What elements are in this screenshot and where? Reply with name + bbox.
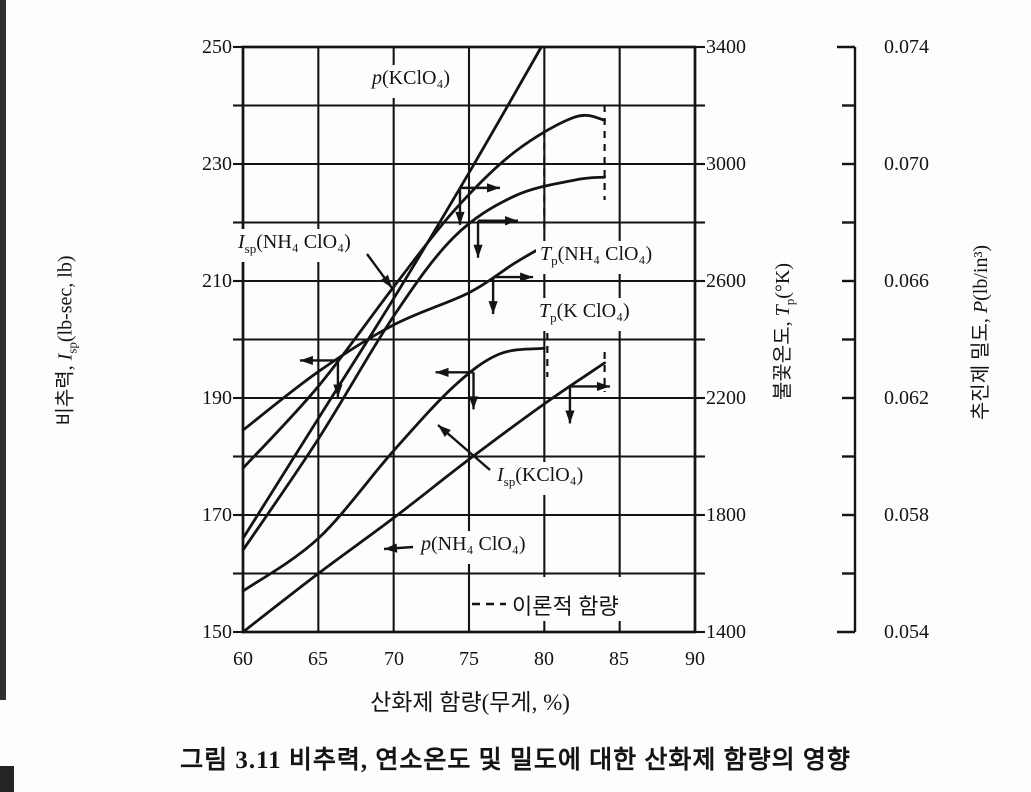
legend-theoretical-content-label: 이론적 함량 (512, 594, 619, 619)
curve-label-isp-kclo4: Isp(KClO₄) (493, 462, 588, 495)
curve-label-p-nh4clo4: p(NH₄ ClO₄) (417, 531, 530, 564)
temp-tick: 2600 (706, 270, 746, 292)
density-axis-title: 추진제 밀도, P(lb/in³) (964, 205, 992, 460)
theoretical-content-dashes (543, 105, 606, 392)
curve-label-formula: (K ClO₄) (556, 300, 630, 322)
isp-axis-title-unit: (lb-sec, lb) (54, 255, 77, 343)
temp-axis-title-unit: (°K) (772, 263, 794, 299)
temp-tick: 2200 (706, 387, 746, 409)
isp-axis-title-ko: 비추력, (54, 360, 77, 426)
temp-axis-title-ko: 불꽃온도, (772, 316, 794, 400)
curve-Isp(NH4ClO4) (241, 113, 606, 470)
density-tick: 0.074 (884, 36, 929, 58)
axis-tick-stubs (233, 45, 705, 634)
curves (241, 45, 606, 634)
density-tick: 0.058 (884, 504, 929, 526)
isp-axis-title-var: I (54, 353, 77, 361)
curve-label-var: T (539, 300, 551, 322)
isp-tick: 210 (202, 270, 232, 292)
curve-label-formula: (NH₄ ClO₄) (557, 243, 653, 265)
curve-label-p-kclo4: p(KClO₄) (368, 65, 455, 98)
axis-direction-arrows (299, 183, 610, 424)
curve-label-tp-nh4clo4: Tp(NH₄ ClO₄) (536, 241, 657, 274)
x-axis-title: 산화제 함량(무게, %) (370, 690, 570, 715)
curve-label-formula: (NH₄ ClO₄) (256, 231, 351, 253)
curve-label-var: T (540, 243, 552, 265)
figure-caption: 그림 3.11 비추력, 연소온도 및 밀도에 대한 산화제 함량의 영향 (180, 747, 851, 774)
isp-axis-title: 비추력, Isp(lb-sec, lb) (49, 191, 80, 491)
curve-Tp(NH4ClO4) (241, 175, 606, 552)
label-pointer-arrows (366, 253, 491, 553)
curve-label-sub: p (550, 310, 557, 325)
temp-axis-title-var: T (772, 305, 794, 317)
density-axis-title-var: P (970, 300, 992, 314)
x-tick: 90 (685, 648, 705, 670)
isp-tick: 190 (202, 387, 232, 409)
x-tick: 75 (459, 648, 479, 670)
temp-axis-title-sub: p (782, 298, 797, 306)
density-tick: 0.062 (884, 387, 929, 409)
x-tick: 65 (308, 648, 328, 670)
curve-label-var: p (372, 67, 382, 89)
curve-label-sub: sp (503, 474, 516, 489)
curve-p(NH4ClO4) density (241, 361, 606, 634)
density-axis-title-unit: (lb/in³) (970, 244, 992, 301)
curve-Isp(KClO4) (241, 346, 546, 593)
density-axis (837, 45, 857, 634)
curve-label-sub: p (551, 253, 558, 268)
isp-tick: 250 (202, 36, 232, 58)
isp-tick: 230 (202, 153, 232, 175)
curve-label-formula: (KClO₄) (515, 464, 584, 486)
scan-edge-artifact (0, 0, 6, 700)
x-tick: 80 (534, 648, 554, 670)
plot-border (241, 45, 697, 634)
density-tick: 0.070 (884, 153, 929, 175)
temp-tick: 3400 (706, 36, 746, 58)
scan-corner-artifact (0, 766, 14, 792)
density-tick: 0.066 (884, 270, 929, 292)
curve-label-var: p (421, 533, 431, 555)
curve-label-formula: (KClO₄) (382, 67, 451, 89)
x-tick: 60 (233, 648, 253, 670)
isp-tick: 170 (202, 504, 232, 526)
curve-label-isp-nh4clo4: Isp(NH₄ ClO₄) (234, 229, 355, 262)
curve-label-formula: (NH₄ ClO₄) (431, 533, 526, 555)
curve-label-sub: sp (244, 241, 257, 256)
isp-tick: 150 (202, 621, 232, 643)
curve-p(KClO4) density (241, 45, 543, 540)
curve-label-var: I (497, 464, 504, 486)
curve-label-tp-kclo4: Tp(K ClO₄) (535, 298, 634, 331)
density-tick: 0.054 (884, 621, 929, 643)
density-axis-title-ko: 추진제 밀도, (970, 313, 992, 421)
temp-axis-title: 불꽃온도, Tp(°K) (766, 209, 797, 454)
temp-tick: 1400 (706, 621, 746, 643)
legend-area (471, 577, 693, 632)
x-tick: 70 (384, 648, 404, 670)
x-tick: 85 (609, 648, 629, 670)
temp-tick: 3000 (706, 153, 746, 175)
temp-tick: 1800 (706, 504, 746, 526)
curve-label-var: I (238, 231, 245, 253)
isp-axis-title-sub: sp (64, 342, 80, 354)
curve-Tp(KClO4) (241, 244, 546, 432)
